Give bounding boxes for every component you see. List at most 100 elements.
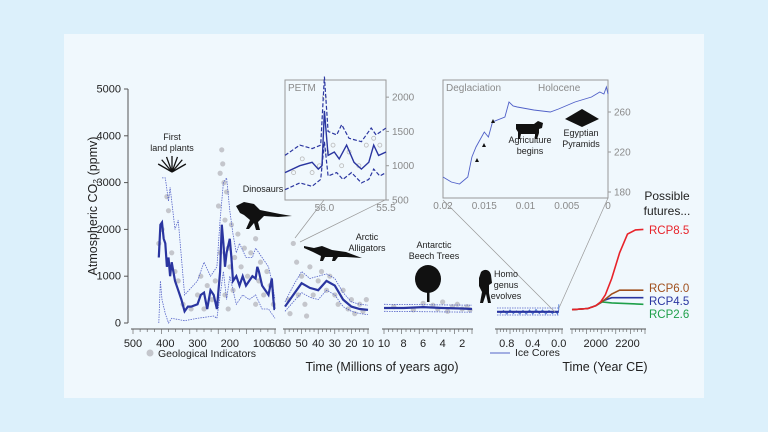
inset-frame bbox=[284, 79, 387, 201]
plant-frond bbox=[161, 159, 173, 173]
x-tick-label: 200 bbox=[221, 338, 239, 350]
geological-indicator-point bbox=[420, 300, 426, 306]
geological-indicator-point bbox=[248, 250, 254, 256]
geological-indicator-point bbox=[219, 147, 225, 153]
geological-indicator-point bbox=[169, 250, 175, 256]
zoom-connector-line bbox=[558, 197, 609, 309]
y-axis-label: Atmospheric CO₂ (ppmv) bbox=[86, 137, 100, 276]
inset-x-tick-label: 56.0 bbox=[315, 203, 335, 214]
inset-title: PETM bbox=[288, 83, 316, 94]
inset-x-tick-label: 55.5 bbox=[376, 203, 396, 214]
deglaciation-marker-icon bbox=[482, 143, 486, 147]
plant-frond bbox=[157, 163, 173, 173]
arctic-alligators-label: Alligators bbox=[348, 243, 386, 253]
inset-x-tick-label: 0 bbox=[605, 201, 611, 212]
homo-genus-label: evolves bbox=[491, 291, 522, 301]
geological-indicator-point bbox=[310, 292, 316, 298]
x-axis-label-future: Time (Year CE) bbox=[562, 360, 647, 374]
rcp-line bbox=[571, 289, 644, 311]
inset-lower-bound bbox=[284, 141, 387, 191]
lower-bound-line bbox=[284, 289, 369, 315]
geological-indicator-point bbox=[235, 231, 241, 237]
co2-estimate-line bbox=[157, 219, 276, 314]
geological-indicator-point bbox=[307, 264, 313, 270]
zoom-connector-line bbox=[442, 199, 556, 313]
geological-indicator-point bbox=[444, 308, 451, 314]
tree-trunk bbox=[427, 290, 430, 302]
geological-indicator-point bbox=[238, 264, 244, 270]
geological-indicator-point bbox=[165, 208, 172, 214]
x-tick-label: 20 bbox=[345, 338, 357, 350]
geological-indicator-point bbox=[212, 278, 218, 284]
geological-indicator-point bbox=[294, 259, 300, 265]
agriculture-begins-label: Agriculture bbox=[508, 135, 551, 145]
geological-indicator-point bbox=[217, 170, 223, 176]
x-tick-label: 2 bbox=[459, 338, 465, 350]
plant-frond bbox=[171, 159, 183, 173]
rcp-label: RCP6.0 bbox=[649, 283, 689, 295]
dinosaurs-label: Dinosaurs bbox=[243, 184, 284, 194]
inset-data-point bbox=[371, 135, 377, 141]
plant-frond bbox=[171, 156, 179, 173]
first-land-plants-label: land plants bbox=[150, 143, 194, 153]
co2-estimate-line bbox=[384, 305, 473, 311]
inset-x-tick-label: 0.015 bbox=[472, 201, 497, 212]
geological-indicator-point bbox=[290, 240, 296, 247]
pyramid-icon bbox=[565, 109, 599, 127]
inset-y-tick-label: 1500 bbox=[392, 127, 415, 138]
homo-genus-label: Homo bbox=[494, 269, 518, 279]
x-tick-label: 30 bbox=[329, 338, 341, 350]
deglaciation-marker-icon bbox=[491, 119, 495, 123]
geological-indicator-point bbox=[299, 273, 305, 279]
inset-data-point bbox=[322, 94, 327, 100]
geological-indicator-point bbox=[340, 287, 346, 293]
inset-y-tick-label: 1000 bbox=[392, 161, 415, 172]
inset-y-tick-label: 260 bbox=[614, 108, 631, 119]
y-tick-label: 0 bbox=[115, 318, 121, 330]
rcp-line bbox=[571, 228, 644, 311]
inset-data-point bbox=[291, 170, 297, 175]
inset-co2-line bbox=[284, 110, 387, 174]
antarctic-beech-trees-label: Antarctic bbox=[416, 240, 452, 250]
hominid-icon bbox=[479, 269, 492, 303]
plant-frond bbox=[171, 163, 187, 173]
geological-indicator-point bbox=[220, 161, 226, 167]
x-tick-label: 50 bbox=[295, 338, 307, 350]
egyptian-pyramids-label: Egyptian bbox=[563, 128, 598, 138]
co2-estimate-line bbox=[284, 279, 369, 311]
tree-crown bbox=[415, 265, 441, 293]
inset-y-tick-label: 500 bbox=[392, 196, 409, 207]
y-tick-label: 2000 bbox=[97, 224, 121, 236]
x-axis-label-geologic: Time (Millions of years ago) bbox=[305, 360, 458, 374]
arctic-alligators-label: Arctic bbox=[356, 232, 379, 242]
y-tick-label: 4000 bbox=[97, 130, 121, 142]
inset-title-holocene: Holocene bbox=[538, 83, 581, 94]
inset-y-tick-label: 220 bbox=[614, 148, 631, 159]
geological-indicator-point bbox=[215, 203, 222, 209]
y-tick-label: 5000 bbox=[97, 84, 121, 96]
x-tick-label: 0.8 bbox=[499, 338, 514, 350]
inset-data-point bbox=[339, 163, 345, 169]
geological-indicator-point bbox=[198, 273, 204, 279]
geological-indicators-legend-marker bbox=[146, 349, 154, 357]
geological-indicator-point bbox=[232, 254, 238, 261]
geological-indicator-point bbox=[222, 292, 228, 298]
x-tick-label: 0.0 bbox=[551, 338, 566, 350]
y-tick-label: 3000 bbox=[97, 177, 121, 189]
geological-indicator-point bbox=[164, 194, 170, 200]
zoom-connector-line bbox=[294, 199, 325, 239]
geological-indicators-legend: Geological Indicators bbox=[158, 348, 256, 360]
x-tick-label: 500 bbox=[124, 338, 142, 350]
dinosaur-icon bbox=[236, 202, 292, 230]
geological-indicator-point bbox=[201, 306, 207, 312]
inset-x-tick-label: 0.02 bbox=[433, 201, 453, 212]
geological-indicator-point bbox=[318, 268, 325, 275]
geological-indicator-point bbox=[335, 301, 341, 307]
alligator-icon bbox=[304, 246, 362, 261]
x-tick-label: 8 bbox=[400, 338, 406, 350]
geological-indicator-point bbox=[327, 273, 333, 279]
geological-indicator-point bbox=[440, 299, 446, 305]
geological-indicator-point bbox=[295, 292, 301, 298]
geological-indicator-point bbox=[302, 301, 308, 307]
geological-indicator-point bbox=[241, 245, 247, 251]
